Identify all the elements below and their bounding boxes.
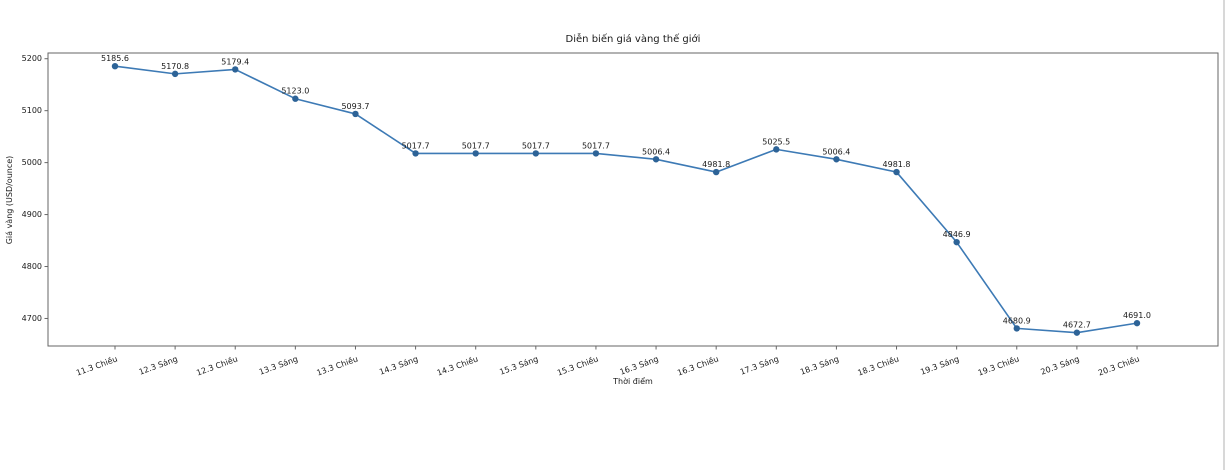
data-point-marker [412, 150, 419, 157]
data-point-marker [171, 70, 179, 78]
data-point-marker [292, 95, 299, 102]
data-point-label: 4680.9 [1003, 316, 1031, 325]
data-point-marker [833, 156, 840, 163]
data-point-label: 5006.4 [642, 147, 670, 156]
x-tick-label: 14.3 Sáng [378, 354, 419, 376]
y-axis-label: Giá vàng (USD/ounce) [5, 156, 14, 245]
data-point-marker [652, 156, 660, 163]
screenshot-right-edge [1223, 0, 1225, 470]
y-tick-label: 4900 [22, 210, 42, 219]
data-point-label: 4981.8 [883, 160, 911, 169]
data-point-label: 4691.0 [1123, 311, 1151, 320]
chart-canvas: Diễn biến giá vàng thế giới Giá vàng (US… [5, 32, 1219, 386]
x-tick-label: 11.3 Chiều [75, 353, 119, 377]
x-tick-label: 13.3 Sáng [258, 354, 299, 376]
x-tick-label: 16.3 Chiều [676, 353, 720, 377]
data-point-marker [1073, 329, 1081, 336]
x-tick-label: 15.3 Sáng [498, 354, 539, 376]
data-point-marker [472, 150, 479, 157]
y-tick-label: 4700 [22, 314, 42, 323]
data-point-label: 5185.6 [101, 54, 129, 63]
y-tick-label: 5100 [22, 106, 42, 115]
x-tick-label: 18.3 Sáng [799, 354, 840, 376]
data-point-marker [1133, 319, 1141, 327]
x-tick-label: 13.3 Chiều [315, 353, 359, 377]
data-point-label: 5170.8 [161, 62, 189, 71]
y-tick-label: 5200 [22, 54, 42, 63]
data-point-marker [592, 150, 600, 157]
x-tick-label: 20.3 Sáng [1039, 354, 1080, 376]
x-tick-label: 17.3 Sáng [739, 354, 780, 376]
data-point-label: 5093.7 [341, 102, 369, 111]
y-tick-label: 4800 [22, 262, 42, 271]
data-point-label: 5006.4 [822, 147, 850, 156]
data-point-label: 5025.5 [762, 137, 790, 146]
x-tick-label: 19.3 Sáng [919, 354, 960, 376]
x-tick-label: 14.3 Chiều [435, 353, 479, 377]
x-tick-label: 19.3 Chiều [976, 353, 1020, 377]
data-point-label: 5017.7 [402, 141, 430, 150]
x-tick-label: 15.3 Chiều [556, 353, 600, 377]
data-point-label: 4981.8 [702, 160, 730, 169]
x-tick-label: 18.3 Chiều [856, 353, 900, 377]
data-point-label: 5017.7 [462, 141, 490, 150]
data-point-label: 5017.7 [582, 141, 610, 150]
data-point-label: 5179.4 [221, 57, 249, 66]
data-point-label: 5123.0 [281, 87, 309, 96]
price-line [114, 65, 1138, 334]
data-point-label: 4846.9 [943, 230, 971, 239]
data-point-marker [893, 168, 900, 176]
x-tick-label: 12.3 Sáng [138, 354, 179, 376]
x-tick-label: 20.3 Chiều [1097, 353, 1141, 377]
data-point-marker [712, 168, 720, 176]
x-axis-label: Thời điểm [612, 376, 653, 386]
data-point-marker [111, 62, 119, 70]
data-point-marker [953, 238, 960, 246]
data-point-marker [352, 110, 359, 118]
data-point-marker [773, 146, 780, 153]
plot-area: 4700 4800 4900 5000 5100 5200 11.3 Chiều 12.3 S… [22, 52, 1219, 378]
data-point-marker [1013, 325, 1020, 332]
data-point-label: 5017.7 [522, 141, 550, 150]
plot-border [47, 52, 1219, 347]
data-point-marker [532, 150, 540, 157]
data-point-label: 4672.7 [1063, 321, 1091, 330]
x-tick-label: 16.3 Sáng [619, 354, 660, 376]
y-tick-label: 5000 [22, 158, 42, 167]
chart-title: Diễn biến giá vàng thế giới [566, 32, 701, 45]
data-point-marker [232, 66, 239, 73]
x-tick-label: 12.3 Chiều [195, 353, 239, 377]
